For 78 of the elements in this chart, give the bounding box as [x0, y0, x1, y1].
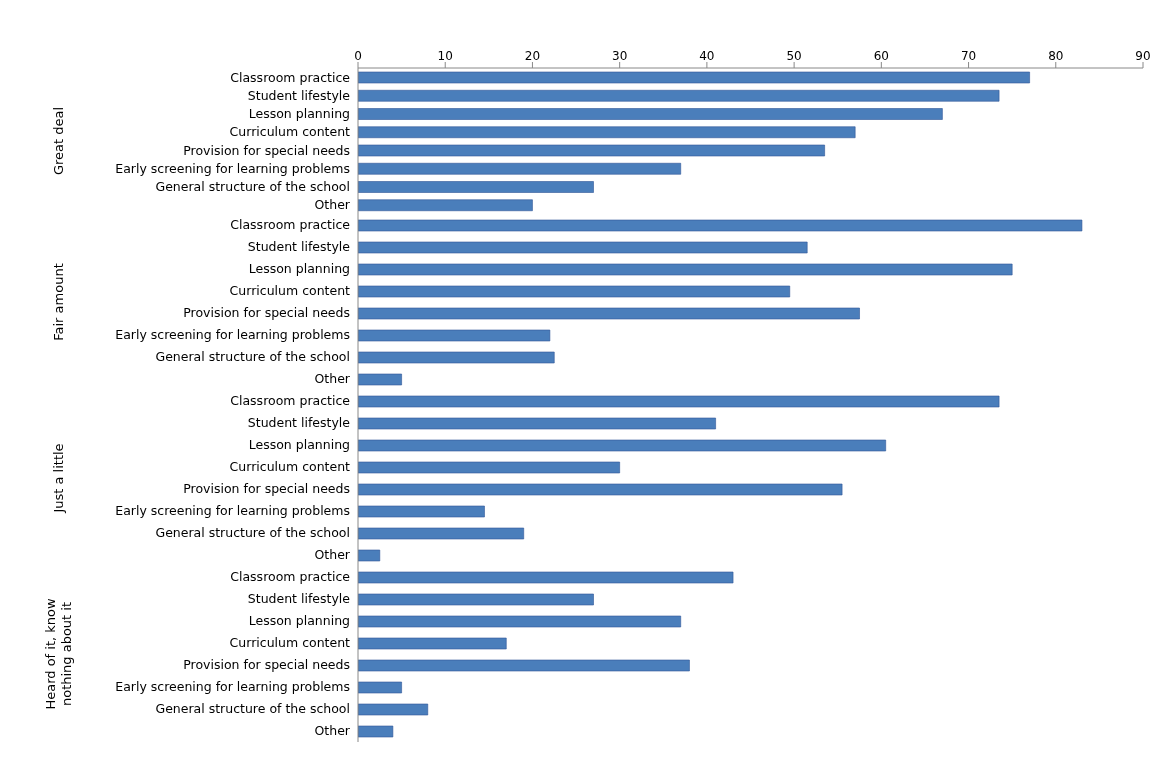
y-tick-label: Classroom practice: [230, 569, 351, 585]
x-tick-label: 0: [354, 49, 362, 63]
y-axis-title: Heard of it, know nothing about it: [43, 598, 74, 710]
bar: [358, 725, 394, 738]
x-tick-label: 80: [1048, 49, 1064, 63]
bar: [358, 126, 856, 139]
bar: [358, 144, 825, 157]
y-tick-label: Other: [314, 197, 351, 213]
bar: [358, 351, 555, 364]
y-tick-label: Student lifestyle: [247, 415, 351, 431]
y-tick-label: Other: [314, 371, 351, 387]
bar: [358, 505, 485, 518]
bar: [358, 417, 716, 430]
bar: [358, 373, 402, 386]
bar: [358, 703, 429, 716]
bar: [358, 219, 1083, 232]
x-tick-label: 20: [524, 49, 541, 63]
bar: [358, 681, 402, 694]
y-tick-label: General structure of the school: [155, 179, 350, 195]
bar: [358, 71, 1030, 84]
y-tick-label: General structure of the school: [155, 525, 350, 541]
y-tick-label: Lesson planning: [248, 437, 350, 453]
bar: [358, 615, 682, 628]
y-tick-label: Curriculum content: [229, 635, 351, 651]
y-axis-title: Just a little: [51, 443, 66, 514]
bar: [358, 593, 594, 606]
y-tick-label: Lesson planning: [248, 261, 350, 277]
bar: [358, 659, 690, 672]
y-tick-label: Student lifestyle: [247, 591, 351, 607]
bar: [358, 571, 734, 584]
y-tick-label: Student lifestyle: [247, 87, 351, 103]
y-tick-label: General structure of the school: [155, 349, 350, 365]
bar: [358, 181, 594, 193]
x-tick-label: 90: [1135, 49, 1151, 63]
bar: [358, 89, 1000, 102]
y-tick-label: Lesson planning: [248, 106, 350, 122]
x-tick-label: 40: [699, 49, 715, 63]
bar: [358, 439, 886, 452]
bar: [358, 483, 843, 496]
y-tick-label: Classroom practice: [230, 217, 351, 233]
bar: [358, 199, 533, 212]
y-axis-title: Fair amount: [51, 263, 66, 341]
bar: [358, 285, 791, 298]
y-tick-label: Classroom practice: [230, 69, 351, 85]
bar: [358, 162, 682, 175]
x-tick-label: 10: [437, 49, 453, 63]
bar: [358, 108, 943, 120]
bar: [358, 241, 808, 254]
y-tick-label: Early screening for learning problems: [115, 160, 350, 176]
y-tick-label: Early screening for learning problems: [115, 679, 350, 695]
y-tick-label: Early screening for learning problems: [115, 327, 350, 343]
bar: [358, 263, 1013, 276]
bar: [358, 527, 525, 540]
bar: [358, 395, 1000, 408]
bar: [358, 461, 620, 474]
bar: [358, 307, 860, 320]
x-tick-label: 70: [960, 49, 977, 63]
y-tick-label: Provision for special needs: [183, 657, 350, 673]
y-tick-label: Lesson planning: [248, 613, 350, 629]
y-tick-label: General structure of the school: [155, 701, 350, 717]
bar: [358, 637, 507, 650]
y-tick-label: Provision for special needs: [183, 305, 350, 321]
x-tick-label: 60: [873, 49, 889, 63]
bar: [358, 329, 551, 342]
y-tick-label: Other: [314, 723, 351, 739]
x-tick-label: 50: [786, 49, 802, 63]
y-tick-label: Curriculum content: [229, 459, 351, 475]
y-tick-label: Student lifestyle: [247, 239, 351, 255]
y-axis-title: Great deal: [51, 106, 66, 176]
y-tick-label: Curriculum content: [229, 283, 351, 299]
y-tick-label: Provision for special needs: [183, 142, 350, 158]
y-tick-label: Classroom practice: [230, 393, 351, 409]
y-tick-label: Curriculum content: [229, 124, 351, 140]
y-tick-label: Other: [314, 547, 351, 563]
bar: [358, 549, 381, 562]
y-tick-label: Early screening for learning problems: [115, 503, 350, 519]
y-tick-label: Provision for special needs: [183, 481, 350, 497]
x-tick-label: 30: [612, 49, 628, 63]
